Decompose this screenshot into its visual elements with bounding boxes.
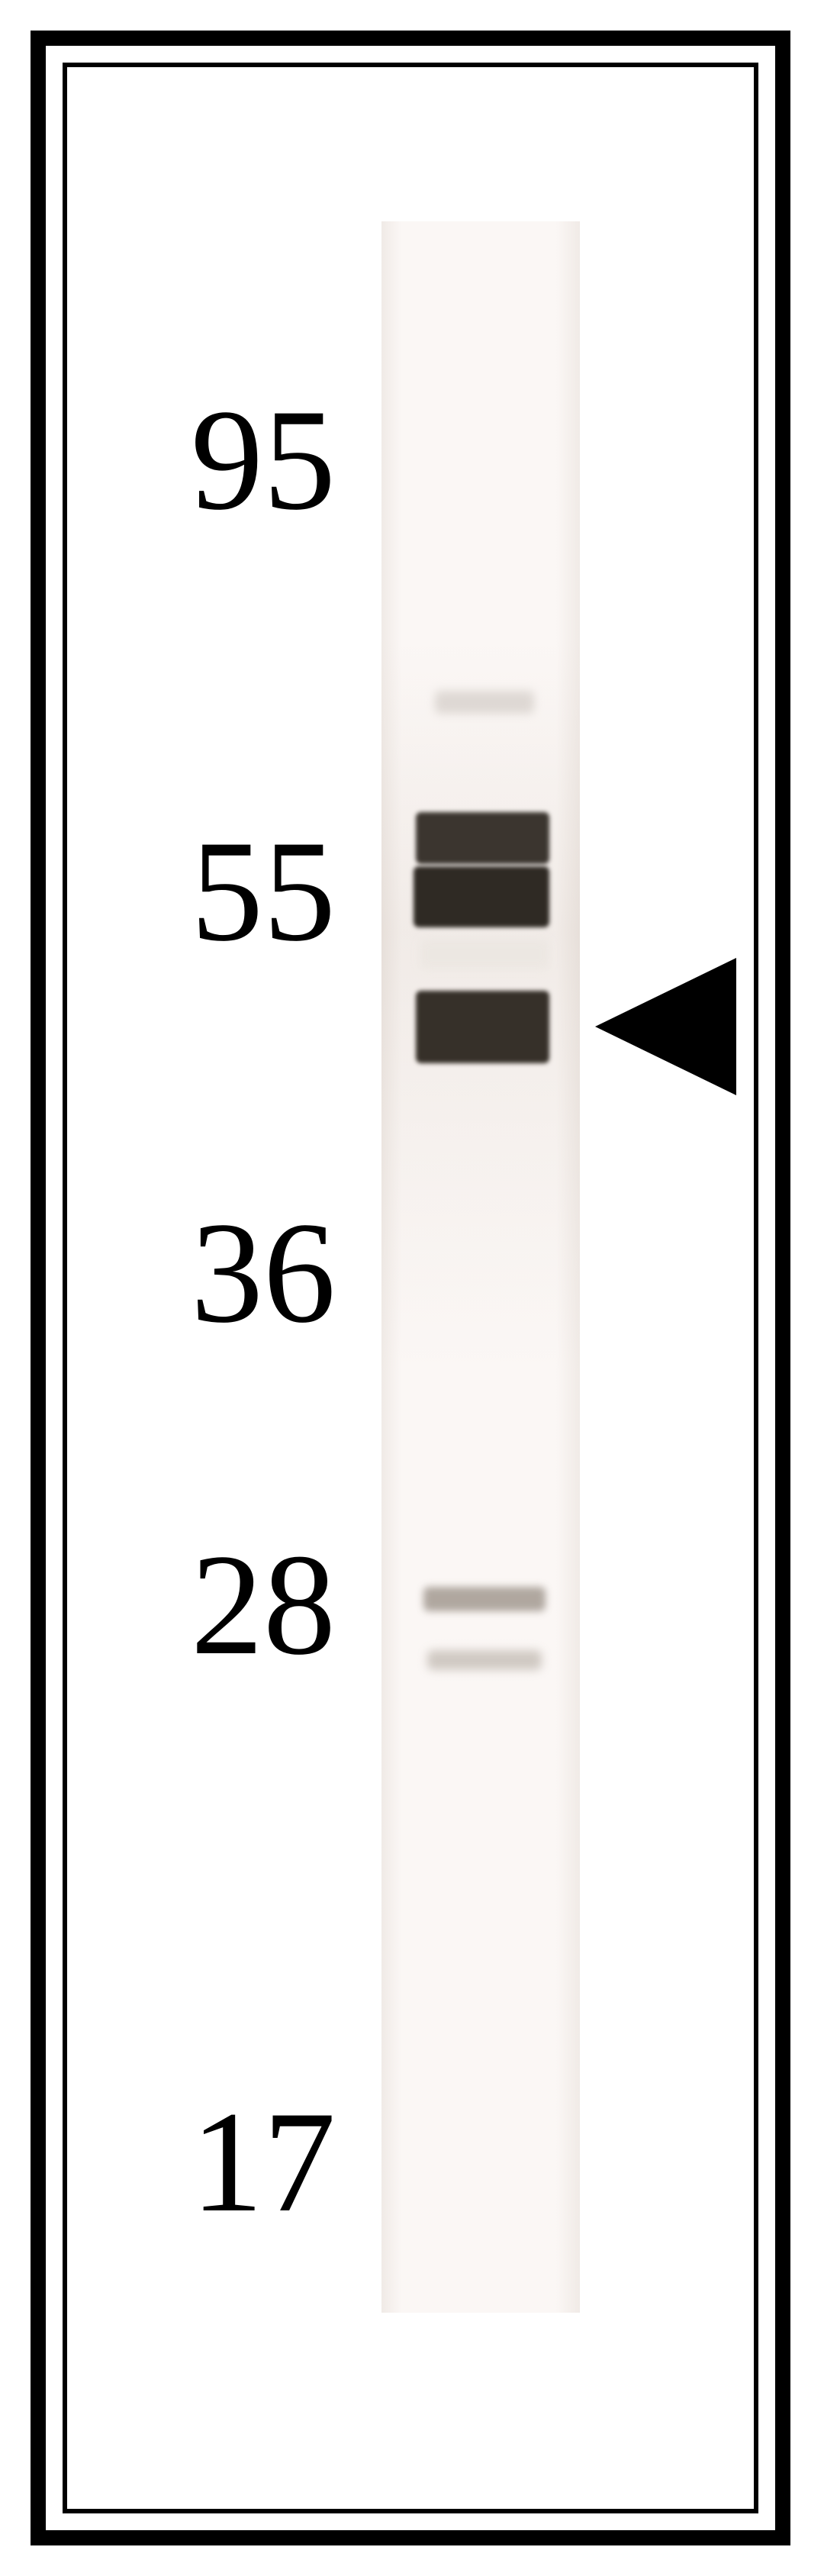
target-arrow-icon [595, 958, 736, 1095]
band-faint-upper [435, 691, 534, 714]
band-target-45kda [416, 991, 549, 1063]
mw-label-55: 55 [191, 808, 336, 975]
band-26kda [427, 1650, 542, 1670]
band-28kda [423, 1587, 546, 1611]
band-55kda [414, 866, 549, 927]
band-gap-light [420, 939, 549, 969]
lane-background [381, 221, 580, 2313]
mw-label-36: 36 [191, 1190, 336, 1356]
band-57kda [416, 812, 549, 864]
mw-label-95: 95 [191, 377, 336, 543]
blot-lane [381, 221, 580, 2313]
mw-label-17: 17 [191, 2079, 336, 2246]
mw-label-28: 28 [191, 1522, 336, 1688]
